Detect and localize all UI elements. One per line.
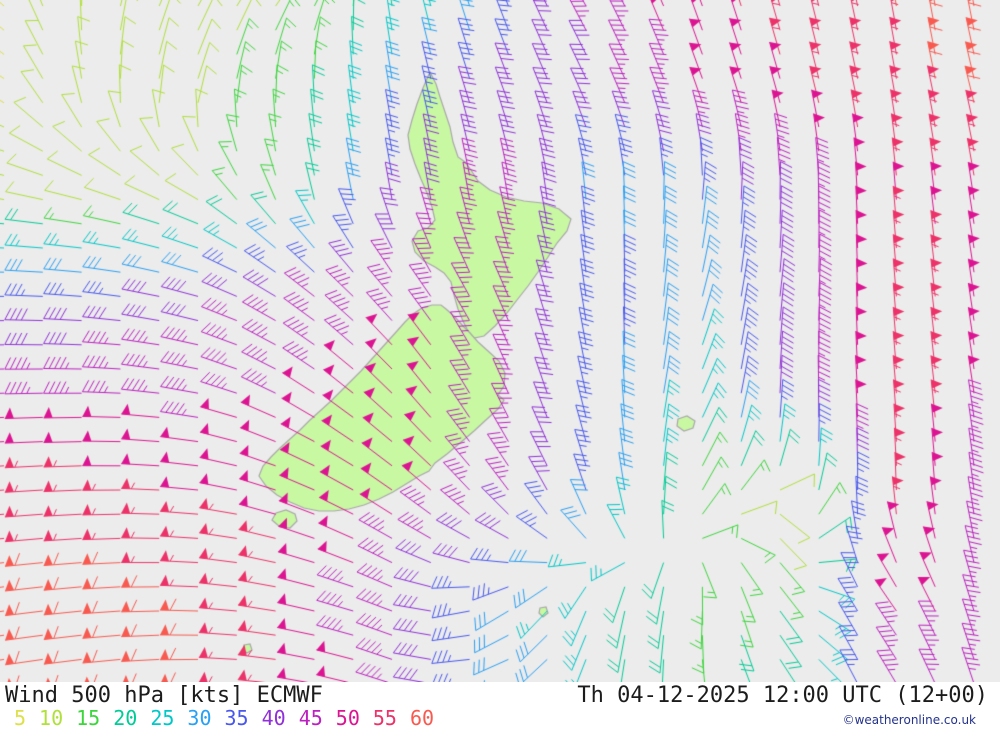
legend-value: 40 (261, 706, 286, 730)
legend-scale: 5 10 15 20 25 30 35 40 45 50 55 60 (14, 706, 434, 730)
legend-value: 15 (76, 706, 101, 730)
legend-value: 50 (335, 706, 360, 730)
legend-value: 35 (224, 706, 249, 730)
footer-bar: Wind 500 hPa [kts] ECMWF Th 04-12-2025 1… (0, 682, 1000, 733)
legend-value: 10 (39, 706, 64, 730)
legend-value: 30 (187, 706, 212, 730)
legend-value: 5 (14, 706, 27, 730)
legend-value: 20 (113, 706, 138, 730)
product-label: Wind 500 hPa [kts] ECMWF (5, 683, 323, 708)
legend-value: 45 (298, 706, 323, 730)
legend-value: 60 (409, 706, 435, 730)
copyright-label: ©weatheronline.co.uk (842, 713, 976, 727)
legend-value: 25 (150, 706, 175, 730)
wind-barb-map-canvas (0, 0, 1000, 682)
legend-value: 55 (372, 706, 397, 730)
datetime-label: Th 04-12-2025 12:00 UTC (12+00) (577, 683, 988, 708)
